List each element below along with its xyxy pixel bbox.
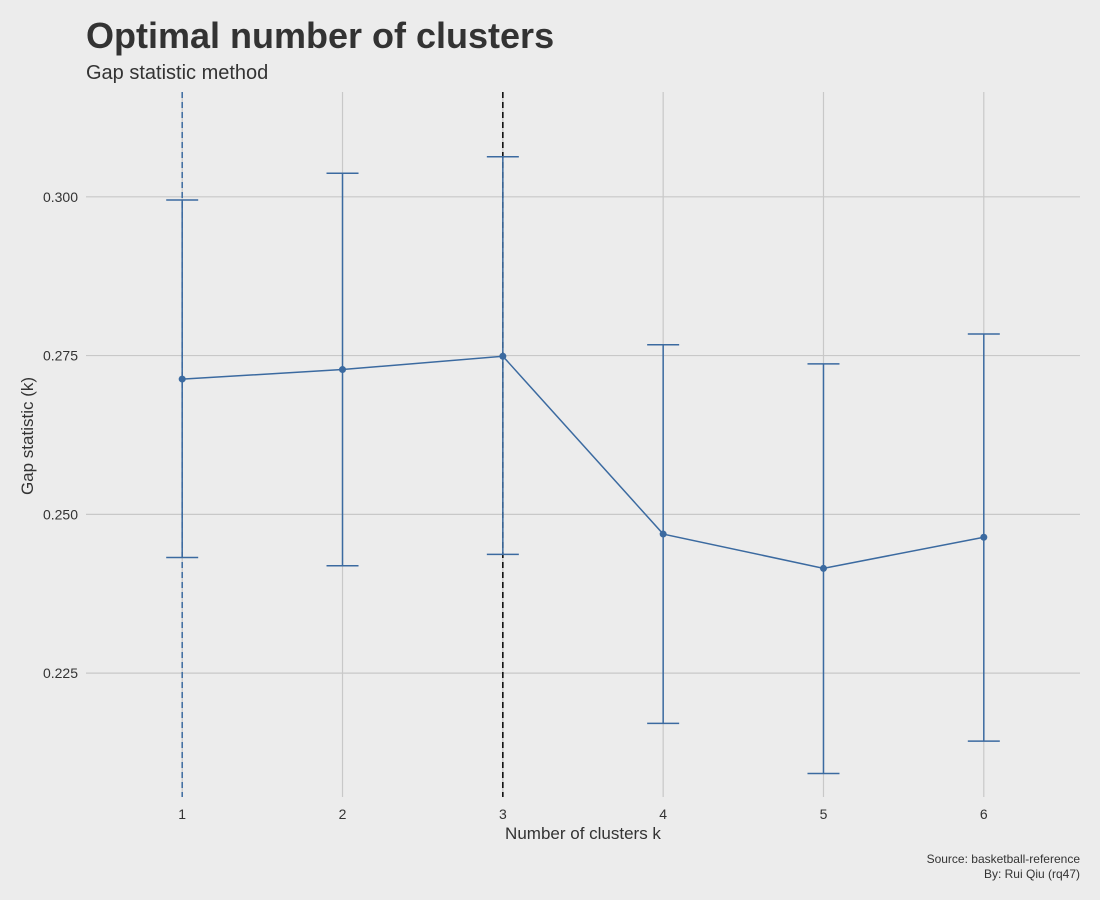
y-tick-label: 0.250 bbox=[43, 506, 78, 522]
gap-point bbox=[659, 530, 667, 538]
chart-subtitle: Gap statistic method bbox=[86, 62, 268, 84]
error-bars bbox=[166, 156, 1000, 775]
chart-title: Optimal number of clusters bbox=[86, 15, 554, 56]
y-tick-label: 0.275 bbox=[43, 348, 78, 364]
x-tick-label: 1 bbox=[178, 806, 186, 822]
caption-author: By: Rui Qiu (rq47) bbox=[984, 867, 1080, 881]
x-tick-label: 6 bbox=[980, 806, 988, 822]
caption-source: Source: basketball-reference bbox=[927, 852, 1081, 866]
y-tick-label: 0.300 bbox=[43, 189, 78, 205]
gap-points bbox=[178, 352, 988, 572]
gap-point bbox=[178, 375, 186, 383]
y-axis-ticks: 0.225 0.250 0.275 0.300 bbox=[43, 189, 78, 681]
gap-point bbox=[819, 564, 827, 572]
x-axis-title: Number of clusters k bbox=[505, 824, 661, 843]
x-tick-label: 4 bbox=[659, 806, 667, 822]
y-tick-label: 0.225 bbox=[43, 665, 78, 681]
gap-point bbox=[980, 533, 988, 541]
gap-series-line bbox=[182, 355, 984, 570]
gap-point bbox=[339, 366, 347, 374]
gap-point bbox=[499, 352, 507, 360]
x-tick-label: 2 bbox=[339, 806, 347, 822]
x-tick-label: 5 bbox=[820, 806, 828, 822]
x-axis-ticks: 1 2 3 4 5 6 bbox=[178, 806, 988, 822]
x-tick-label: 3 bbox=[499, 806, 507, 822]
gap-line bbox=[182, 355, 984, 570]
y-axis-title: Gap statistic (k) bbox=[18, 377, 37, 495]
